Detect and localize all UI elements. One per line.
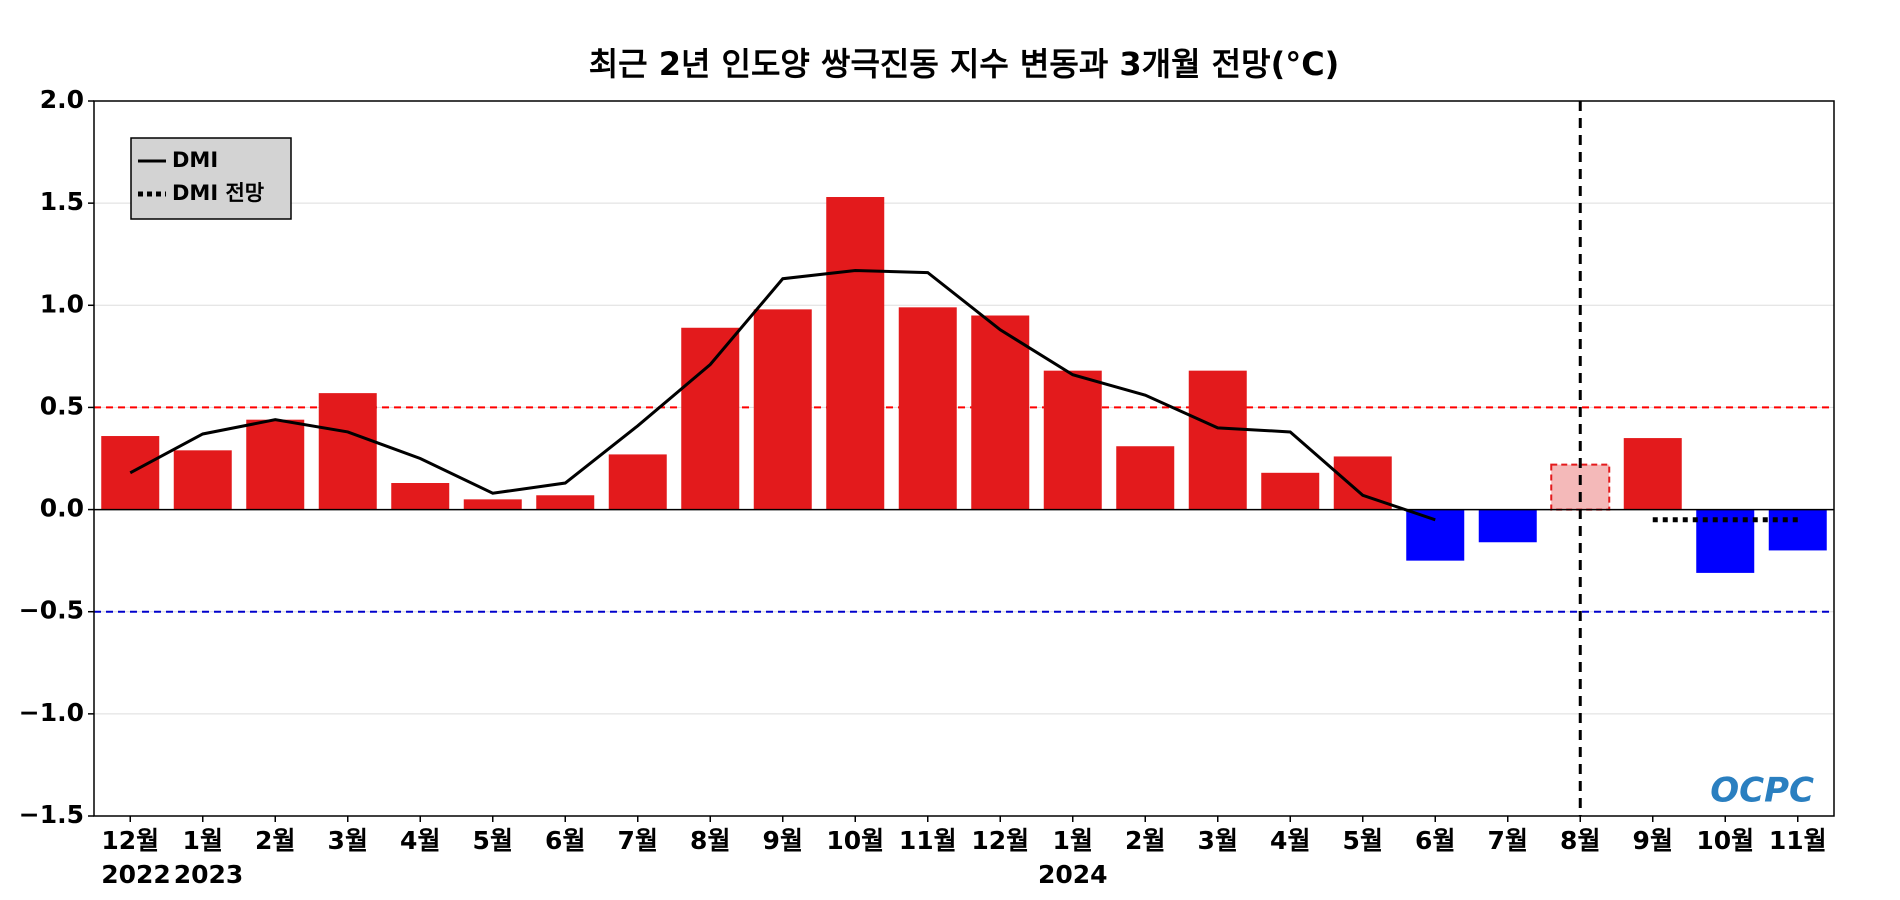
chart-title: 최근 2년 인도양 쌍극진동 지수 변동과 3개월 전망(°C) bbox=[589, 45, 1340, 83]
bar bbox=[463, 499, 522, 510]
bar bbox=[681, 327, 740, 510]
x-tick-label: 8월 bbox=[1560, 826, 1600, 855]
y-tick-label: 0.0 bbox=[40, 494, 84, 523]
y-tick-label: −1.5 bbox=[19, 800, 84, 829]
bar bbox=[898, 307, 957, 510]
x-tick-label: 10월 bbox=[1696, 826, 1754, 855]
bar bbox=[1116, 446, 1175, 510]
bar bbox=[1550, 463, 1611, 511]
x-tick-label: 12월 bbox=[101, 826, 159, 855]
x-tick-label: 2월 bbox=[1125, 826, 1165, 855]
x-tick-label: 1월 bbox=[1053, 826, 1093, 855]
x-tick-label: 10월 bbox=[826, 826, 884, 855]
x-tick-label: 8월 bbox=[690, 826, 730, 855]
bar bbox=[173, 450, 232, 510]
bar bbox=[826, 197, 885, 510]
x-tick-label: 7월 bbox=[618, 826, 658, 855]
year-label: 2022 bbox=[101, 860, 171, 889]
x-tick-label: 12월 bbox=[971, 826, 1029, 855]
x-tick-label: 3월 bbox=[328, 826, 368, 855]
x-tick-label: 11월 bbox=[899, 826, 957, 855]
bar bbox=[1261, 472, 1320, 510]
x-tick-label: 3월 bbox=[1198, 826, 1238, 855]
bar bbox=[1043, 370, 1102, 510]
bar bbox=[753, 309, 812, 510]
plot-frame bbox=[93, 100, 1835, 817]
x-tick-label: 4월 bbox=[400, 826, 440, 855]
x-tick-label: 11월 bbox=[1769, 826, 1827, 855]
x-tick-label: 2월 bbox=[255, 826, 295, 855]
year-label: 2024 bbox=[1038, 860, 1108, 889]
y-tick-label: −1.0 bbox=[19, 698, 84, 727]
x-tick-label: 5월 bbox=[473, 826, 513, 855]
bar bbox=[1406, 509, 1465, 561]
bar bbox=[246, 419, 305, 510]
x-tick-label: 6월 bbox=[545, 826, 585, 855]
bar bbox=[318, 393, 377, 510]
bar bbox=[608, 454, 667, 510]
y-tick-label: 1.5 bbox=[40, 187, 84, 216]
logo: OCPC bbox=[1710, 771, 1814, 811]
series-line bbox=[129, 269, 1436, 522]
year-label: 2023 bbox=[174, 860, 244, 889]
bar bbox=[1478, 509, 1537, 543]
legend-box bbox=[130, 137, 292, 220]
x-tick-label: 7월 bbox=[1488, 826, 1528, 855]
bar bbox=[1188, 370, 1247, 510]
y-tick-label: 2.0 bbox=[40, 85, 84, 114]
legend: DMI DMI 전망 bbox=[130, 137, 292, 220]
bar bbox=[391, 483, 450, 510]
x-tick-label: 6월 bbox=[1415, 826, 1455, 855]
x-tick-label: 9월 bbox=[763, 826, 803, 855]
x-tick-label: 9월 bbox=[1633, 826, 1673, 855]
legend-label: DMI 전망 bbox=[172, 181, 264, 205]
x-tick-label: 1월 bbox=[183, 826, 223, 855]
legend-label: DMI bbox=[172, 148, 218, 172]
bar bbox=[1768, 509, 1827, 551]
bar bbox=[971, 315, 1030, 510]
bar bbox=[536, 495, 595, 510]
x-tick-label: 5월 bbox=[1343, 826, 1383, 855]
x-tick-label: 4월 bbox=[1270, 826, 1310, 855]
bar bbox=[1623, 438, 1682, 510]
y-tick-label: −0.5 bbox=[19, 596, 84, 625]
y-tick-label: 0.5 bbox=[40, 391, 84, 420]
y-tick-label: 1.0 bbox=[40, 289, 84, 318]
